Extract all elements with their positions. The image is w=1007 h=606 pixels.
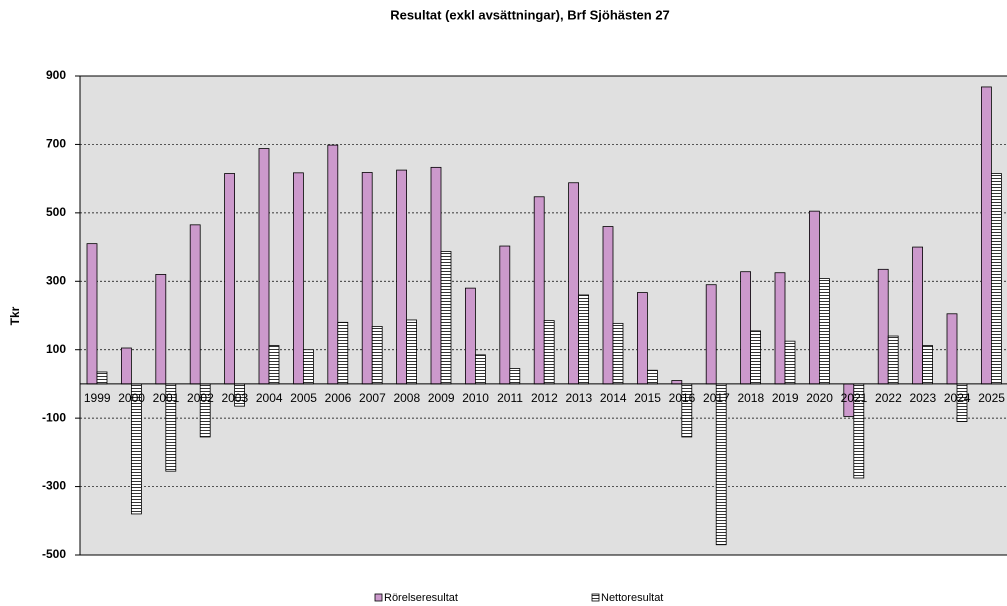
bar (784, 340, 796, 385)
x-tick-label: 2013 (565, 391, 592, 405)
y-tick-label: 700 (46, 137, 66, 151)
x-tick-label: 2003 (221, 391, 248, 405)
bar (121, 347, 132, 385)
x-tick-label: 2012 (531, 391, 558, 405)
bar (637, 292, 648, 385)
x-tick-label: 2009 (428, 391, 455, 405)
bar (189, 224, 201, 385)
legend-swatch (591, 593, 600, 602)
y-tick-label: 500 (46, 205, 66, 219)
bar (440, 251, 452, 385)
x-tick-label: 2007 (359, 391, 386, 405)
y-tick-label: 300 (46, 273, 66, 287)
bar (578, 294, 589, 385)
x-tick-label: 2018 (737, 391, 764, 405)
bar (371, 326, 383, 385)
x-tick-label: 2019 (772, 391, 799, 405)
bar (292, 172, 304, 385)
bar (155, 274, 167, 385)
legend-label: Rörelseresultat (384, 592, 458, 604)
x-tick-label: 2015 (634, 391, 661, 405)
y-tick-label: -100 (42, 410, 66, 424)
bar (499, 245, 511, 385)
bar (819, 278, 830, 385)
bar (509, 368, 521, 385)
bar (715, 383, 727, 546)
x-tick-label: 2025 (978, 391, 1005, 405)
bar (430, 166, 442, 385)
bar (474, 354, 486, 385)
bar (533, 196, 545, 385)
x-tick-label: 2000 (118, 391, 145, 405)
bar (268, 345, 280, 385)
x-tick-label: 2011 (497, 391, 523, 405)
bar (258, 148, 270, 385)
chart-title: Resultat (exkl avsättningar), Brf Sjöhäs… (390, 7, 670, 22)
bar (774, 272, 786, 385)
bar (86, 243, 98, 385)
bar (96, 371, 108, 385)
x-tick-label: 2023 (909, 391, 936, 405)
bar (568, 182, 579, 385)
x-tick-label: 2020 (806, 391, 833, 405)
bar (740, 271, 751, 385)
bar (464, 287, 476, 385)
bar (337, 321, 349, 385)
bar (612, 322, 624, 385)
bar (705, 284, 717, 385)
bar (224, 173, 236, 385)
x-tick-label: 2004 (256, 391, 283, 405)
bar (809, 210, 820, 385)
bar (327, 144, 339, 385)
y-tick-label: 900 (46, 68, 66, 82)
x-tick-label: 2014 (600, 391, 627, 405)
bar (922, 345, 933, 385)
x-tick-label: 2022 (875, 391, 902, 405)
x-tick-label: 2002 (187, 391, 214, 405)
bar (912, 246, 923, 385)
x-tick-label: 2021 (841, 391, 868, 405)
x-tick-label: 2017 (703, 391, 730, 405)
legend-swatch (374, 593, 383, 602)
y-axis-label: Tkr (8, 306, 22, 325)
x-tick-label: 2010 (462, 391, 489, 405)
x-tick-label: 2005 (290, 391, 317, 405)
x-tick-label: 2001 (153, 391, 180, 405)
bar (991, 173, 1002, 385)
bar (396, 169, 408, 385)
x-tick-label: 1999 (84, 391, 111, 405)
bar (302, 349, 314, 385)
y-tick-label: -500 (42, 547, 66, 561)
bar (887, 335, 899, 385)
bar (602, 226, 614, 385)
bar (647, 369, 658, 385)
y-tick-label: -300 (42, 479, 66, 493)
bar (361, 172, 373, 385)
x-tick-label: 2006 (325, 391, 352, 405)
y-tick-label: 100 (46, 342, 66, 356)
bar (750, 330, 761, 385)
bar (406, 319, 418, 385)
x-tick-label: 2024 (944, 391, 971, 405)
legend-label: Nettoresultat (601, 592, 663, 604)
bar (671, 380, 683, 385)
bar (877, 268, 889, 385)
x-tick-label: 2008 (393, 391, 420, 405)
bar (946, 313, 958, 385)
x-tick-label: 2016 (669, 391, 696, 405)
bar (543, 320, 555, 385)
bar (981, 86, 992, 385)
